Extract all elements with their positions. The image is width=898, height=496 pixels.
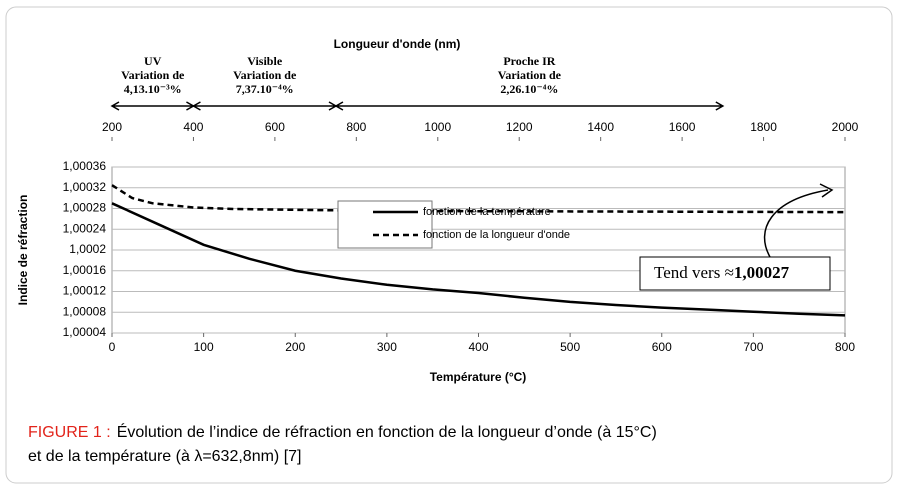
- region-label: 7,37.10⁻⁴%: [236, 82, 294, 96]
- region-label: Visible: [247, 54, 283, 68]
- x-tick-label: 0: [109, 340, 116, 354]
- region-arrow: [334, 101, 725, 111]
- legend-label: fonction de la température: [423, 206, 551, 218]
- y-tick-label: 1,00028: [63, 201, 107, 215]
- y-tick-label: 1,00036: [63, 159, 107, 173]
- x2-tick-label: 200: [102, 120, 122, 134]
- y-tick-label: 1,00032: [63, 180, 107, 194]
- region-label: UV: [144, 54, 162, 68]
- callout-text: Tend vers ≈: [654, 263, 734, 282]
- y-label: Indice de réfraction: [16, 195, 30, 306]
- y-tick-label: 1,00004: [63, 325, 107, 339]
- x2-tick-label: 400: [183, 120, 203, 134]
- region-label: Variation de: [121, 68, 185, 82]
- caption-line: et de la température (à λ=632,8nm) [7]: [28, 448, 301, 465]
- x2-tick-label: 800: [346, 120, 366, 134]
- region-label: Variation de: [498, 68, 562, 82]
- callout-arrow: [763, 183, 834, 258]
- region-label: 4,13.10⁻³%: [124, 82, 182, 96]
- x2-tick-label: 1200: [506, 120, 533, 134]
- series-line: [111, 184, 846, 214]
- legend-box: [337, 200, 433, 249]
- region-label: Variation de: [233, 68, 297, 82]
- x-tick-label: 700: [743, 340, 763, 354]
- x2-tick-label: 1400: [587, 120, 614, 134]
- x-tick-label: 200: [285, 340, 305, 354]
- y-tick-label: 1,00024: [63, 221, 107, 235]
- callout-box: [639, 256, 831, 291]
- caption-line: Évolution de l’indice de réfraction en f…: [117, 422, 657, 441]
- x-tick-label: 600: [652, 340, 672, 354]
- x-tick-label: 400: [468, 340, 488, 354]
- caption-label: FIGURE 1 :: [28, 424, 111, 441]
- region-label: Proche IR: [503, 54, 555, 68]
- x-tick-label: 100: [194, 340, 214, 354]
- x2-tick-label: 2000: [832, 120, 859, 134]
- x-tick-label: 800: [835, 340, 855, 354]
- x-label: Température (°C): [430, 370, 527, 384]
- frame: [5, 6, 893, 484]
- x2-tick-label: 1800: [750, 120, 777, 134]
- x-tick-label: 500: [560, 340, 580, 354]
- x2-label: Longueur d'onde (nm): [334, 37, 461, 51]
- y-tick-label: 1,0002: [69, 242, 106, 256]
- legend-label: fonction de la longueur d'onde: [423, 229, 570, 241]
- y-tick-label: 1,00008: [63, 304, 107, 318]
- series-line: [111, 202, 846, 317]
- callout-value: 1,00027: [734, 263, 790, 282]
- region-label: 2,26.10⁻⁴%: [500, 82, 558, 96]
- y-tick-label: 1,00012: [63, 284, 107, 298]
- x2-tick-label: 1000: [424, 120, 451, 134]
- x2-tick-label: 1600: [669, 120, 696, 134]
- caption: FIGURE 1 : Évolution de l’indice de réfra…: [28, 422, 657, 441]
- callout: Tend vers ≈1,00027: [654, 263, 790, 282]
- y-tick-label: 1,00016: [63, 263, 107, 277]
- x-tick-label: 300: [377, 340, 397, 354]
- x2-tick-label: 600: [265, 120, 285, 134]
